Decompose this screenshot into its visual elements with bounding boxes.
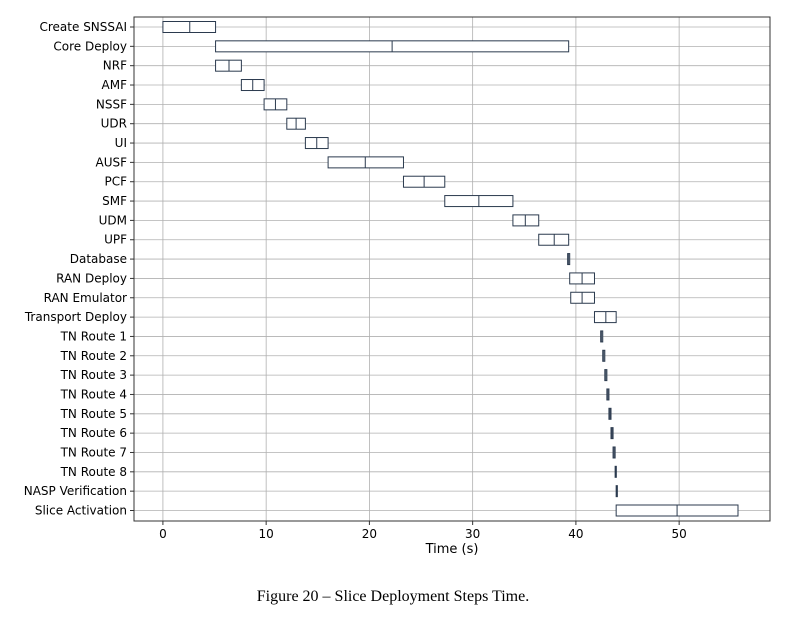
y-tick-label: UDM xyxy=(99,213,127,227)
x-tick-label: 0 xyxy=(159,527,167,541)
x-tick-label: 10 xyxy=(259,527,274,541)
y-tick-label: TN Route 4 xyxy=(60,387,127,401)
y-tick-label: AMF xyxy=(102,78,128,92)
y-tick-label: Transport Deploy xyxy=(24,310,127,324)
y-tick-label: TN Route 2 xyxy=(60,349,127,363)
y-tick-label: UDR xyxy=(101,117,127,131)
x-tick-label: 20 xyxy=(362,527,377,541)
box-plot-chart: Create SNSSAI Core Deploy NRF AMF NSSF UDR UI A… xyxy=(24,16,771,557)
y-tick-label: Database xyxy=(70,252,127,266)
y-tick-label: Create SNSSAI xyxy=(40,20,128,34)
y-tick-label: NRF xyxy=(103,59,127,73)
y-tick-label: TN Route 8 xyxy=(60,465,127,479)
box-10 xyxy=(512,214,540,227)
y-tick-label: SMF xyxy=(102,194,127,208)
y-tick-label: AUSF xyxy=(95,155,127,169)
box-15 xyxy=(593,311,617,324)
plot-area xyxy=(134,17,770,521)
box-0 xyxy=(162,21,217,33)
x-tick-label: 30 xyxy=(465,527,480,541)
y-tick-label: UPF xyxy=(104,233,127,247)
y-tick-label: TN Route 6 xyxy=(60,426,127,440)
box-2 xyxy=(215,59,242,72)
x-tick-label: 40 xyxy=(568,527,583,541)
y-tick-label: NSSF xyxy=(96,97,127,111)
y-tick-label: RAN Deploy xyxy=(56,271,127,285)
y-tick-label: Core Deploy xyxy=(53,39,127,53)
box-11 xyxy=(538,233,570,246)
box-7 xyxy=(327,156,404,169)
plot-frame xyxy=(133,16,771,522)
y-tick-label: TN Route 3 xyxy=(60,368,127,382)
y-tick-label: RAN Emulator xyxy=(44,291,127,305)
y-tick-label: TN Route 1 xyxy=(60,329,127,343)
y-tick-label: Slice Activation xyxy=(35,504,127,518)
y-tick-label: PCF xyxy=(104,175,127,189)
y-tick-label: TN Route 5 xyxy=(60,407,127,421)
box-14 xyxy=(570,291,595,304)
x-axis-label: Time (s) xyxy=(425,542,479,557)
y-tick-label: NASP Verification xyxy=(24,484,127,498)
x-tick-label: 50 xyxy=(672,527,687,541)
y-tick-label: UI xyxy=(115,136,127,150)
figure-caption: Figure 20 – Slice Deployment Steps Time. xyxy=(256,588,530,605)
y-tick-label: TN Route 7 xyxy=(60,445,127,459)
